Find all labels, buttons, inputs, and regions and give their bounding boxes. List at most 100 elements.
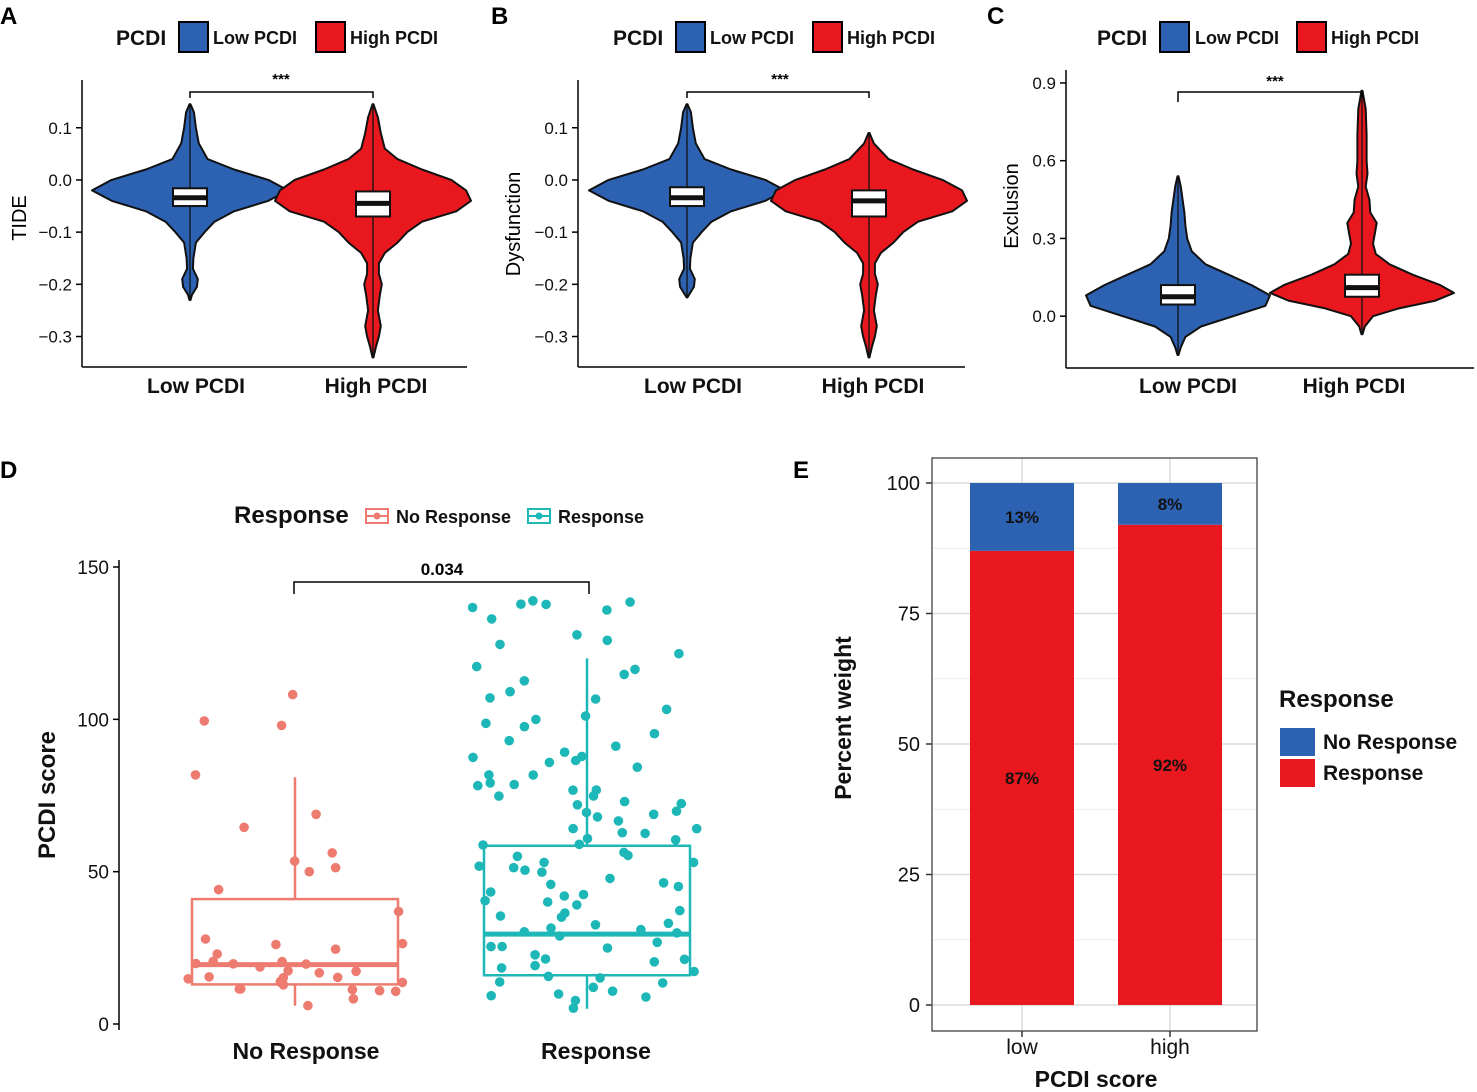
y-tick-label: 0 (909, 995, 920, 1017)
data-point (679, 954, 690, 965)
y-tick-label: −0.1 (534, 223, 568, 242)
data-point (495, 911, 506, 921)
data-point (287, 689, 298, 700)
significance-label-b: *** (771, 71, 789, 88)
x-category-high-b: High PCDI (822, 375, 925, 398)
data-point (486, 990, 497, 1001)
data-point (581, 807, 592, 818)
data-point (568, 823, 578, 834)
legend-swatch-low (675, 21, 706, 53)
data-point (592, 812, 603, 822)
data-point (544, 757, 555, 768)
legend-title-d: Response (234, 502, 349, 529)
data-label-no-response: 8% (1158, 495, 1183, 514)
data-point (688, 857, 699, 868)
data-point (691, 823, 702, 834)
data-point (497, 941, 507, 952)
y-tick-label: −0.1 (38, 223, 72, 242)
data-point (602, 605, 612, 615)
legend-item-low: Low PCDI (213, 28, 297, 48)
bar-no-response (1118, 483, 1222, 525)
data-point (481, 718, 491, 729)
legend-key-response (527, 508, 551, 524)
data-point (468, 752, 478, 763)
data-point (580, 711, 591, 721)
data-point (574, 839, 585, 850)
legend-title-c: PCDI (1097, 27, 1147, 50)
data-point (611, 741, 621, 751)
data-point (537, 867, 547, 877)
panel-label-d: D (0, 457, 17, 484)
y-tick-label: 0.6 (1032, 152, 1056, 171)
x-category-no-response-d: No Response (233, 1038, 380, 1064)
data-point (204, 972, 214, 982)
data-point (496, 963, 507, 973)
data-point (332, 972, 343, 983)
data-point (519, 721, 530, 732)
panel-d: D Response No Response Response 150 100 50… (0, 457, 702, 1064)
data-point (311, 809, 321, 820)
y-tick-label: −0.3 (534, 328, 568, 347)
data-point (605, 873, 615, 884)
data-point (289, 856, 300, 866)
y-ticks-a: 0.1 0.0 −0.1 −0.2 −0.3 (38, 119, 82, 347)
data-point (531, 714, 541, 725)
data-point (588, 791, 599, 801)
y-tick-label: 0.1 (48, 119, 72, 138)
bracket-line-b (686, 91, 870, 98)
data-point (676, 798, 687, 809)
data-point (623, 850, 633, 861)
data-point (505, 686, 515, 697)
data-point (625, 597, 635, 607)
box (851, 189, 887, 218)
legend-swatch-low (1159, 21, 1190, 53)
y-axis-title-d: PCDI score (34, 731, 61, 859)
significance-label-a: *** (272, 71, 290, 88)
panel-label-a: A (0, 3, 17, 30)
legend-a: PCDI Low PCDI High PCDI (116, 21, 438, 53)
data-point (572, 630, 582, 640)
data-point (630, 664, 640, 675)
legend-c: PCDI Low PCDI High PCDI (1097, 21, 1419, 53)
x-category-high-c: High PCDI (1303, 375, 1406, 398)
data-point (542, 897, 553, 907)
legend-b: PCDI Low PCDI High PCDI (613, 21, 935, 53)
data-point (619, 796, 630, 807)
data-point (509, 779, 519, 790)
panel-label-e: E (793, 457, 809, 484)
data-point (689, 966, 699, 977)
x-category-low-e: low (1006, 1036, 1038, 1059)
x-axis-title-e: PCDI score (1035, 1066, 1158, 1092)
x-category-low-c: Low PCDI (1139, 375, 1237, 398)
legend-swatch-high (1296, 21, 1327, 53)
bar-response (1118, 524, 1222, 1005)
data-point (397, 938, 408, 949)
y-tick-label: 0.1 (544, 119, 568, 138)
data-label-response: 92% (1153, 756, 1187, 775)
legend-title-b: PCDI (613, 27, 663, 50)
data-point (271, 939, 281, 950)
data-point (239, 822, 249, 833)
legend-item-response: Response (558, 507, 644, 527)
data-point (327, 848, 338, 858)
y-axis-title-b: Dysfunction (503, 172, 525, 277)
x-category-response-d: Response (541, 1038, 651, 1064)
data-point (607, 986, 618, 996)
data-point (588, 982, 599, 993)
data-point (617, 827, 628, 838)
data-point (613, 816, 624, 826)
y-tick-label: 0.0 (48, 171, 72, 190)
panel-c: C PCDI Low PCDI High PCDI 0.9 0.6 0.3 0.0 E… (987, 3, 1474, 398)
significance-bracket-d: 0.034 (293, 560, 590, 594)
data-point (568, 1003, 579, 1013)
data-point (283, 966, 293, 976)
data-label-response: 87% (1005, 769, 1039, 788)
data-point (200, 934, 211, 944)
y-tick-label: −0.3 (38, 328, 72, 347)
data-point (213, 884, 224, 895)
data-point (390, 986, 401, 997)
data-point (663, 918, 674, 929)
data-point (351, 966, 361, 977)
data-point (516, 599, 526, 609)
